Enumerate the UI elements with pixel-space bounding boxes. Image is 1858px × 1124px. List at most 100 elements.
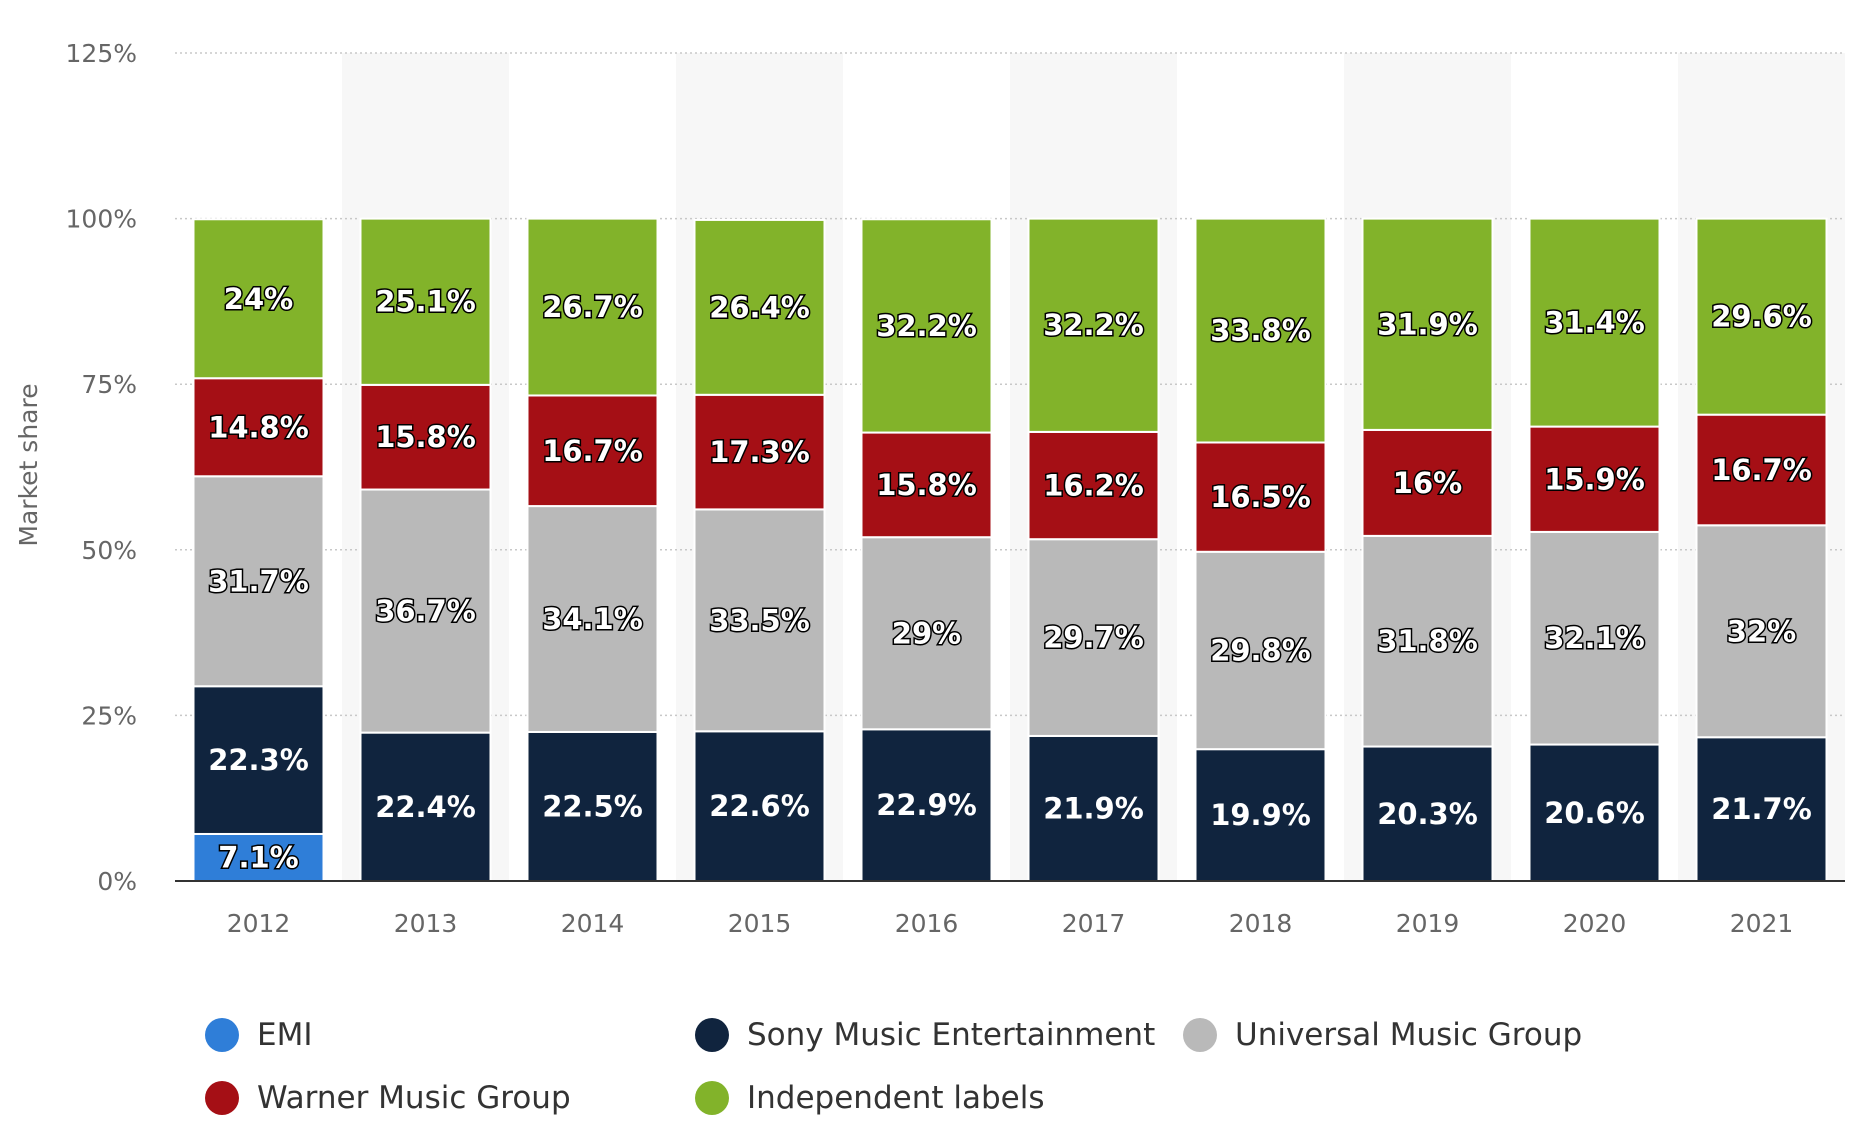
bar-segment[interactable] xyxy=(1361,534,1494,748)
data-label: 22.9% xyxy=(876,788,977,822)
bar-segment[interactable] xyxy=(192,832,325,883)
data-label: 16.7% xyxy=(542,434,643,468)
bar-segment[interactable] xyxy=(1194,550,1327,751)
data-label: 14.8% xyxy=(208,410,309,444)
data-label: 19.9% xyxy=(1210,798,1311,832)
data-label: 16% xyxy=(1393,466,1462,500)
bar-segment[interactable] xyxy=(860,728,993,883)
data-label: 32.2% xyxy=(1043,308,1144,342)
bar-segment[interactable] xyxy=(192,218,325,380)
data-label: 29.8% xyxy=(1210,633,1311,667)
bar-segment[interactable] xyxy=(359,488,492,734)
bar-segment[interactable] xyxy=(1194,441,1327,553)
data-label: 16.7% xyxy=(1711,453,1812,487)
x-tick-label: 2013 xyxy=(394,909,458,938)
data-label: 7.1% xyxy=(218,840,298,874)
legend-label: Sony Music Entertainment xyxy=(747,1017,1156,1053)
legend-item-emi[interactable]: EMI xyxy=(205,1010,312,1060)
data-label: 16.2% xyxy=(1043,469,1144,503)
y-tick-label: 100% xyxy=(66,205,137,234)
data-label: 22.6% xyxy=(709,789,810,823)
x-tick-label: 2018 xyxy=(1229,909,1293,938)
bar-segment[interactable] xyxy=(1194,217,1327,444)
data-label: 15.8% xyxy=(876,468,977,502)
data-label: 15.8% xyxy=(375,420,476,454)
stacked-bar-chart: 0% 25% 50% 75% 100% 125% Market share 7.1% 22.… xyxy=(14,39,1845,938)
x-tick-label: 2017 xyxy=(1062,909,1126,938)
bar-segment[interactable] xyxy=(693,218,826,396)
bar-segment[interactable] xyxy=(1027,217,1160,433)
bar-segment[interactable] xyxy=(526,394,659,508)
legend: EMI Sony Music Entertainment Universal M… xyxy=(200,1000,1700,1120)
bar-segment[interactable] xyxy=(1528,743,1661,882)
x-tick-label: 2016 xyxy=(895,909,959,938)
data-label: 21.7% xyxy=(1711,792,1812,826)
y-tick-label: 125% xyxy=(66,39,137,68)
legend-item-warner[interactable]: Warner Music Group xyxy=(205,1073,571,1123)
bar-segment[interactable] xyxy=(693,730,826,882)
legend-label: EMI xyxy=(257,1017,313,1053)
legend-marker-icon xyxy=(205,1081,239,1115)
x-tick-label: 2020 xyxy=(1563,909,1627,938)
legend-marker-icon xyxy=(695,1018,729,1052)
bar-segment[interactable] xyxy=(1027,430,1160,541)
data-label: 29% xyxy=(892,616,961,650)
y-tick-label: 0% xyxy=(97,867,137,896)
bar-segment[interactable] xyxy=(1528,530,1661,746)
data-label: 29.7% xyxy=(1043,621,1144,655)
bar-segment[interactable] xyxy=(693,393,826,511)
x-tick-label: 2021 xyxy=(1730,909,1794,938)
legend-item-universal[interactable]: Universal Music Group xyxy=(1183,1010,1582,1060)
bar-segment[interactable] xyxy=(1194,748,1327,882)
bar-segment[interactable] xyxy=(860,536,993,731)
data-label: 25.1% xyxy=(375,285,476,319)
bar-segment[interactable] xyxy=(1027,538,1160,737)
data-label: 31.4% xyxy=(1544,306,1645,340)
bar-segment[interactable] xyxy=(192,685,325,835)
legend-marker-icon xyxy=(1183,1018,1217,1052)
bar-segment[interactable] xyxy=(192,377,325,478)
data-label: 21.9% xyxy=(1043,791,1144,825)
y-tick-label: 25% xyxy=(81,701,137,730)
data-labels: 7.1% 22.3% 31.7% 14.8% 24% 22.4% 36.7% 15.8% 25.… xyxy=(207,280,1814,876)
bars xyxy=(192,217,1828,883)
legend-label: Universal Music Group xyxy=(1235,1017,1583,1053)
bar-segment[interactable] xyxy=(1695,413,1828,527)
data-label: 31.7% xyxy=(208,564,309,598)
legend-marker-icon xyxy=(695,1081,729,1115)
x-tick-label: 2014 xyxy=(561,909,625,938)
legend-item-sony[interactable]: Sony Music Entertainment xyxy=(695,1010,1155,1060)
bar-segment[interactable] xyxy=(1528,217,1661,428)
bar-segment[interactable] xyxy=(526,505,659,733)
data-label: 15.9% xyxy=(1544,462,1645,496)
bar-segment[interactable] xyxy=(359,217,492,386)
legend-label: Warner Music Group xyxy=(257,1080,571,1116)
data-label: 36.7% xyxy=(375,594,476,628)
bar-segment[interactable] xyxy=(1695,524,1828,739)
bar-segment[interactable] xyxy=(359,383,492,491)
bar-segment[interactable] xyxy=(1027,734,1160,882)
y-tick-label: 75% xyxy=(81,370,137,399)
bar-segment[interactable] xyxy=(1695,736,1828,883)
y-axis-title: Market share xyxy=(14,383,43,546)
bar-segment[interactable] xyxy=(693,508,826,733)
bar-segment[interactable] xyxy=(1528,425,1661,533)
y-tick-label: 50% xyxy=(81,536,137,565)
legend-marker-icon xyxy=(205,1018,239,1052)
legend-item-independent[interactable]: Independent labels xyxy=(695,1073,1044,1123)
data-label: 22.4% xyxy=(375,790,476,824)
data-label: 29.6% xyxy=(1711,300,1812,334)
bar-segment[interactable] xyxy=(359,731,492,882)
bar-segment[interactable] xyxy=(1361,217,1494,431)
bar-segment[interactable] xyxy=(526,217,659,397)
bar-segment[interactable] xyxy=(1695,217,1828,416)
bar-segment[interactable] xyxy=(860,218,993,434)
bar-segment[interactable] xyxy=(526,730,659,883)
data-label: 22.3% xyxy=(208,743,309,777)
x-axis-ticks: 2012 2013 2014 2015 2016 2017 2018 2019 2020 2021 xyxy=(227,909,1794,938)
data-label: 31.8% xyxy=(1377,624,1478,658)
data-label: 17.3% xyxy=(709,435,810,469)
data-label: 32.2% xyxy=(876,309,977,343)
data-label: 26.7% xyxy=(542,290,643,324)
bar-segment[interactable] xyxy=(192,475,325,688)
